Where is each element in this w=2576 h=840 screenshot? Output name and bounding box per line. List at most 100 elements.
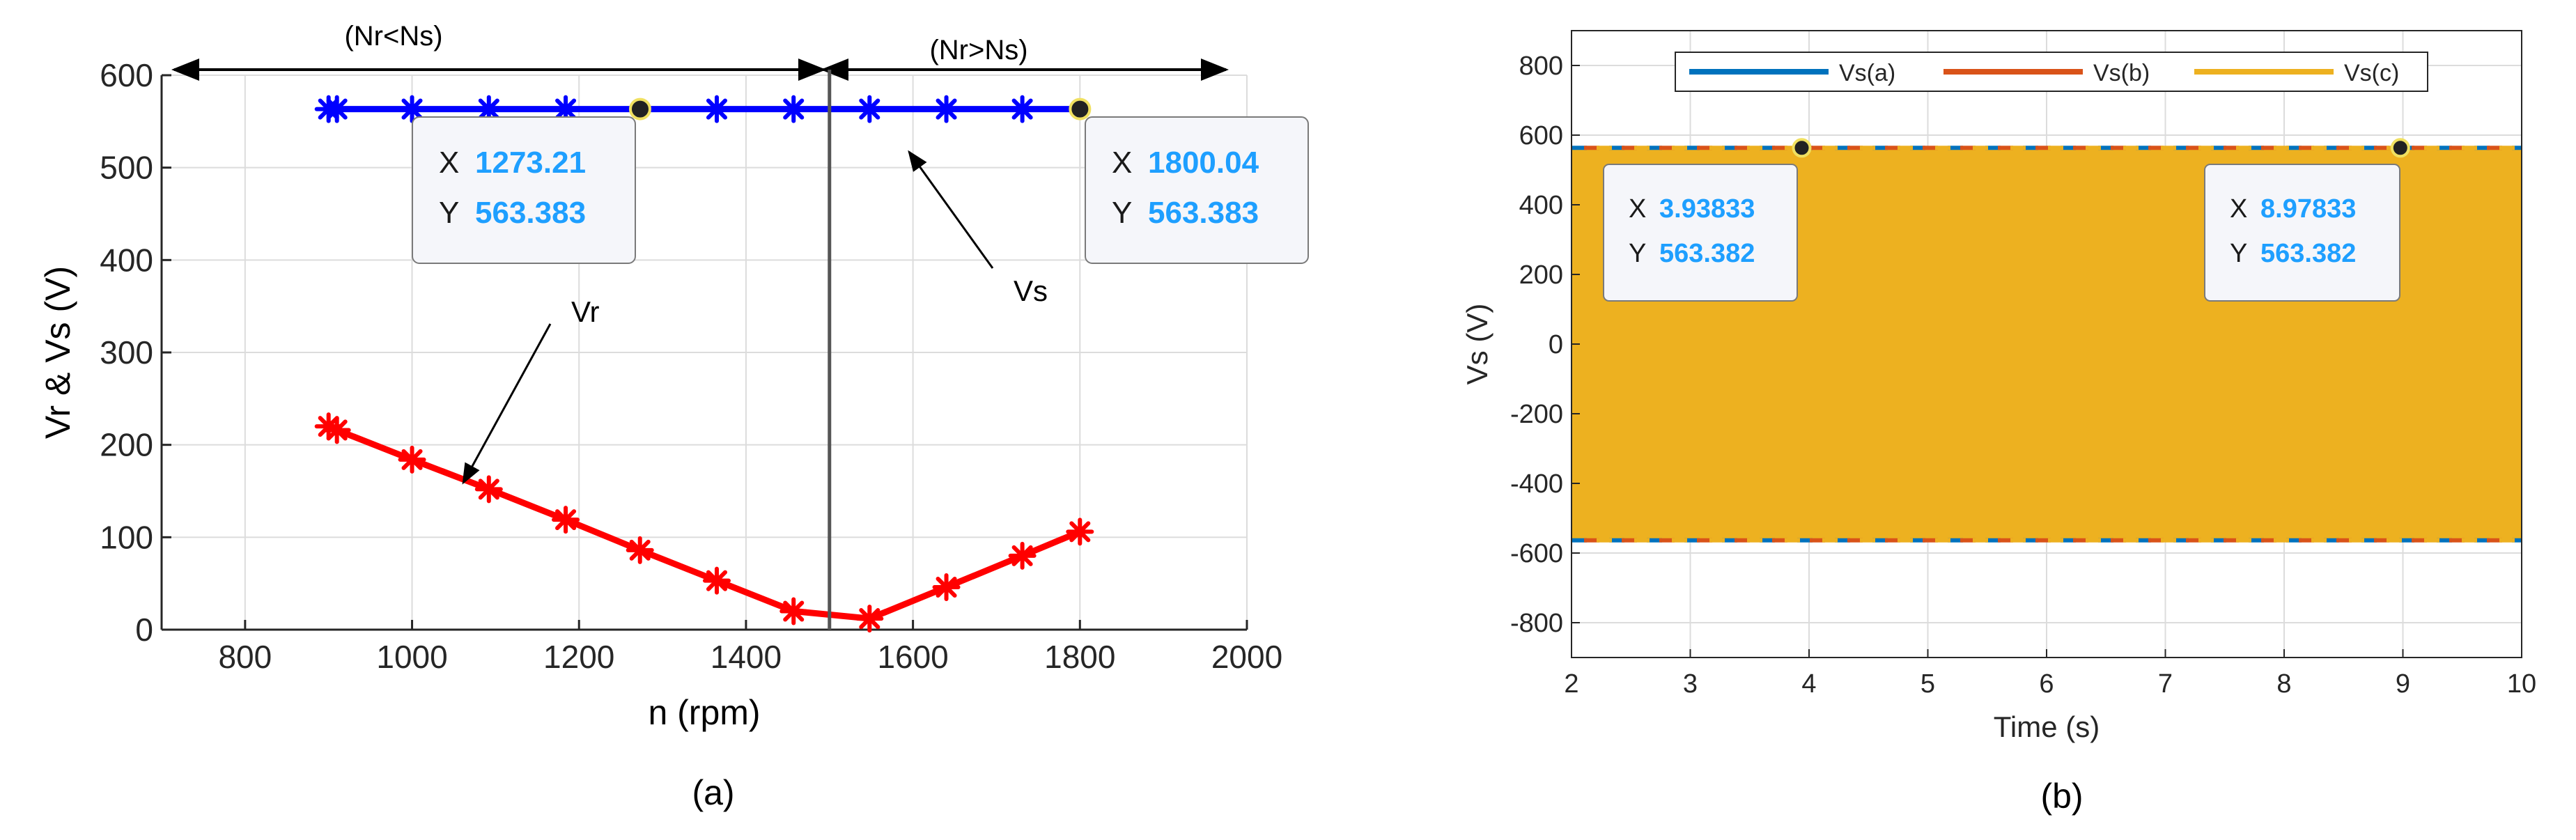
datatip-box (2204, 164, 2400, 302)
x-tick-label: 5 (1921, 669, 1935, 699)
datatip-x-label: X (1629, 194, 1646, 224)
datatip[interactable]: X 1273.21 Y 563.383 (412, 98, 651, 264)
data-point-vs (398, 95, 426, 123)
data-point-vr (323, 416, 351, 444)
x-tick-label: 2 (1564, 669, 1578, 699)
data-point-vs (702, 95, 731, 123)
datatip-x-value: 1800.04 (1148, 146, 1259, 180)
data-point-vr (398, 445, 426, 474)
panel-a-ylabel: Vr & Vs (V) (38, 266, 77, 439)
panel-b-xlabel: Time (s) (1994, 710, 2100, 743)
data-point-vr (855, 605, 884, 633)
annotation-arrow-vs (908, 150, 994, 269)
annotation-arrow-vr (462, 323, 552, 485)
legend-label-vs-b: Vs(b) (2093, 60, 2150, 86)
x-tick-label: 1400 (711, 639, 782, 675)
data-point-vr (932, 573, 961, 601)
panel-a: 800 1000 1200 1400 1600 1800 2000 0 100 200 300 40… (38, 21, 1309, 812)
panel-b-frame (1571, 30, 2522, 658)
panel-b-ylabel: Vs (V) (1461, 304, 1493, 385)
datatip-x-label: X (2230, 194, 2247, 224)
datatip-x-value: 8.97833 (2260, 194, 2356, 224)
data-point-vr (779, 597, 808, 625)
panel-a-caption: (a) (692, 773, 734, 812)
data-point-vs (779, 95, 808, 123)
y-tick-label: -400 (1510, 469, 1563, 499)
x-tick-label: 7 (2158, 669, 2173, 699)
y-tick-label: 800 (1519, 52, 1563, 81)
x-tick-label: 9 (2396, 669, 2410, 699)
y-tick-label: 0 (1549, 330, 1563, 359)
panel-b: 2 3 4 5 6 7 8 9 10 -800 -600 -400 -200 0 200 400 600 800… (1461, 30, 2536, 816)
datatip[interactable]: X 3.93833 Y 563.382 (1603, 138, 1812, 302)
x-tick-label: 1800 (1044, 639, 1115, 675)
datatip-x-value: 1273.21 (475, 146, 586, 180)
panel-a-datatips: X 1273.21 Y 563.383 X 1800.04 Y 563.383 (412, 98, 1309, 264)
data-point-vr (474, 475, 503, 504)
region-label-right: (Nr>Ns) (929, 35, 1027, 65)
datatip-box (1603, 164, 1798, 302)
datatip-y-label: Y (439, 196, 459, 230)
y-tick-label: 100 (100, 519, 153, 555)
y-tick-label: 200 (100, 427, 153, 463)
datatip-marker[interactable] (628, 98, 651, 120)
datatip-y-label: Y (2230, 239, 2247, 268)
datatip-marker[interactable] (1792, 138, 1812, 158)
datatip[interactable]: X 8.97833 Y 563.382 (2204, 138, 2410, 302)
y-tick-label: 0 (135, 612, 153, 648)
datatip-box (412, 116, 636, 264)
x-tick-label: 2000 (1211, 639, 1282, 675)
panel-a-series (314, 95, 1094, 633)
data-point-vr (626, 536, 654, 564)
x-tick-label: 4 (1801, 669, 1816, 699)
waveform-envelope (1572, 146, 2522, 543)
y-tick-label: 400 (100, 242, 153, 278)
panel-b-y-ticks: -800 -600 -400 -200 0 200 400 600 800 (1510, 52, 1580, 638)
datatip-marker[interactable] (1069, 98, 1092, 120)
x-tick-label: 8 (2276, 669, 2291, 699)
panel-a-x-ticks: 800 1000 1200 1400 1600 1800 2000 (218, 620, 1282, 675)
datatip-y-value: 563.383 (475, 196, 586, 230)
annotation-label-vr: Vr (571, 295, 599, 328)
annotation-label-vs: Vs (1014, 274, 1048, 307)
x-tick-label: 1600 (877, 639, 948, 675)
panel-b-x-ticks: 2 3 4 5 6 7 8 9 10 (1564, 649, 2536, 699)
data-point-vr (702, 566, 731, 595)
datatip-box (1085, 116, 1309, 264)
y-tick-label: 600 (1519, 121, 1563, 150)
x-tick-label: 1200 (543, 639, 614, 675)
datatip-x-label: X (439, 146, 459, 180)
legend-label-vs-c: Vs(c) (2344, 60, 2399, 86)
legend[interactable]: Vs(a) Vs(b) Vs(c) (1675, 52, 2428, 92)
panel-b-caption: (b) (2040, 777, 2083, 816)
datatip-y-label: Y (1629, 239, 1646, 268)
datatip-y-value: 563.382 (2260, 239, 2356, 268)
data-point-vs (932, 95, 961, 123)
datatip-marker[interactable] (2390, 138, 2410, 158)
data-point-vs (323, 95, 351, 123)
y-tick-label: -800 (1510, 609, 1563, 638)
data-point-vr (1066, 518, 1094, 546)
region-label-left: (Nr<Ns) (344, 21, 442, 52)
series-line-vr (327, 423, 1082, 622)
datatip-y-value: 563.383 (1148, 196, 1259, 230)
y-tick-label: 400 (1519, 191, 1563, 220)
y-tick-label: -200 (1510, 400, 1563, 429)
data-point-vs (855, 95, 884, 123)
y-tick-label: -600 (1510, 539, 1563, 568)
panel-a-xlabel: n (rpm) (648, 693, 760, 732)
x-tick-label: 6 (2039, 669, 2054, 699)
datatip-y-value: 563.382 (1659, 239, 1755, 268)
legend-label-vs-a: Vs(a) (1839, 60, 1895, 86)
data-point-vr (1008, 541, 1037, 570)
x-tick-label: 10 (2507, 669, 2536, 699)
datatip-y-label: Y (1112, 196, 1132, 230)
datatip[interactable]: X 1800.04 Y 563.383 (1069, 98, 1309, 264)
y-tick-label: 300 (100, 334, 153, 371)
y-tick-label: 200 (1519, 260, 1563, 290)
y-tick-label: 600 (100, 57, 153, 93)
panel-b-datatips: X 3.93833 Y 563.382 X 8.97833 Y 563.382 (1603, 138, 2410, 302)
x-tick-label: 3 (1683, 669, 1698, 699)
panel-a-y-ticks: 0 100 200 300 400 500 600 (100, 57, 171, 648)
